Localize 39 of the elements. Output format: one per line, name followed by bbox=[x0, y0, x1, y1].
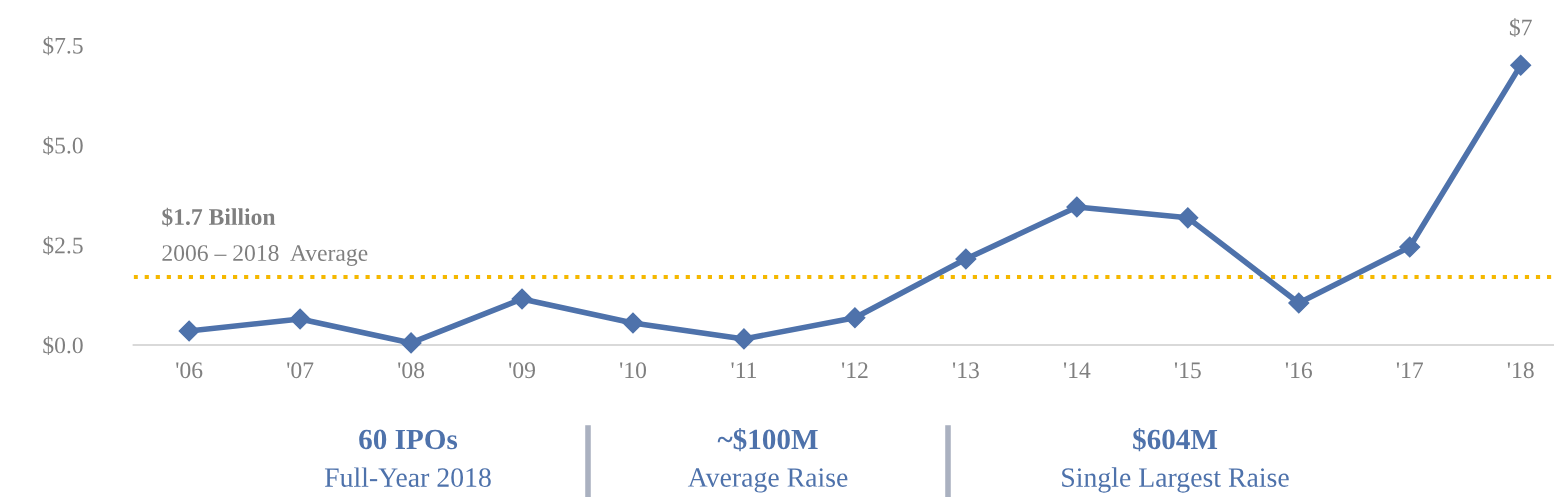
text: ~$100M bbox=[717, 427, 818, 452]
x-tick-label: '12 bbox=[841, 362, 868, 378]
x-tick-label: '10 bbox=[620, 362, 647, 379]
point bbox=[1066, 196, 1088, 218]
point bbox=[289, 308, 311, 330]
text: Average Raise bbox=[687, 468, 848, 493]
y-tick-label: $5.0 bbox=[43, 136, 83, 156]
x-tick-label: '16 bbox=[1285, 362, 1313, 379]
point bbox=[1510, 54, 1532, 76]
point bbox=[1399, 236, 1421, 258]
x-tick-label: '11 bbox=[731, 362, 757, 378]
y-tick-label: $7.5 bbox=[43, 36, 83, 56]
text: Full-Year 2018 bbox=[324, 467, 491, 487]
x-tick-label: '18 bbox=[1507, 362, 1534, 379]
x-tick-label: '07 bbox=[287, 362, 314, 379]
point bbox=[400, 332, 422, 354]
data-label: $7 bbox=[1509, 18, 1532, 37]
x-tick-label: '13 bbox=[952, 362, 979, 379]
ref-line-label: $1.7 Billion bbox=[162, 207, 276, 227]
x-tick-label: '14 bbox=[1063, 362, 1091, 378]
text: 60 IPOs bbox=[359, 429, 458, 450]
point bbox=[955, 248, 977, 270]
x-tick-label: '06 bbox=[176, 362, 203, 379]
point bbox=[622, 312, 644, 334]
text: $604M bbox=[1133, 427, 1218, 452]
x-tick-label: '08 bbox=[398, 362, 425, 379]
point bbox=[511, 288, 533, 310]
point bbox=[844, 307, 866, 329]
x-tick-label: '15 bbox=[1174, 362, 1201, 379]
y-tick-label: $2.5 bbox=[43, 236, 83, 256]
text: Single Largest Raise bbox=[1062, 467, 1289, 493]
point bbox=[1177, 207, 1199, 229]
point bbox=[733, 328, 755, 350]
x-tick-label: '09 bbox=[509, 362, 535, 379]
y-tick-label: $0.0 bbox=[43, 336, 83, 355]
point bbox=[178, 320, 200, 342]
annotation: 2006 – 2018 Average bbox=[162, 245, 368, 266]
point bbox=[1288, 292, 1310, 314]
x-tick-label: '17 bbox=[1396, 362, 1423, 378]
